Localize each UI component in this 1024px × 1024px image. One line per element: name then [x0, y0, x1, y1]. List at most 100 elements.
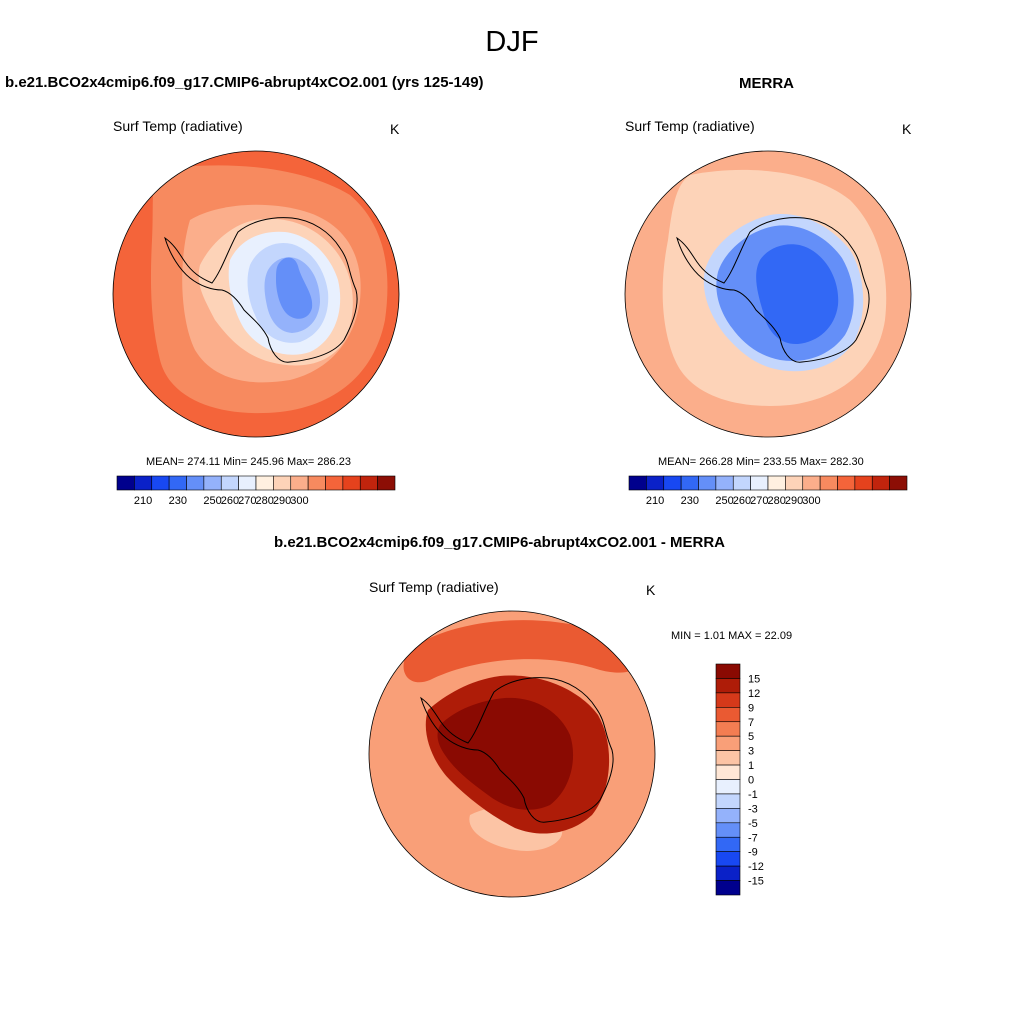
colorbar-swatch	[715, 707, 741, 723]
colorbar-swatch	[186, 475, 205, 491]
colorbar-swatch	[715, 851, 741, 867]
colorbar-swatch	[715, 880, 741, 896]
colorbar-tick-label: 250	[715, 495, 733, 507]
colorbar-tick-label: -12	[748, 861, 764, 873]
colorbar-swatch	[680, 475, 699, 491]
colorbar-swatch	[715, 475, 734, 491]
colorbar-swatch	[854, 475, 873, 491]
colorbar-swatch	[325, 475, 344, 491]
figure-title: DJF	[485, 26, 539, 58]
obs-stats: MEAN= 266.28 Min= 233.55 Max= 282.30	[658, 456, 864, 468]
obs-continent-cold2	[756, 244, 839, 345]
colorbar-tick-label: 260	[221, 495, 239, 507]
colorbar-tick-label: -15	[748, 876, 764, 888]
colorbar-swatch	[889, 475, 908, 491]
colorbar-swatch	[238, 475, 257, 491]
obs-variable-label: Surf Temp (radiative)	[625, 118, 755, 134]
diff-units-label: K	[646, 582, 656, 598]
colorbar-swatch	[134, 475, 153, 491]
colorbar-tick-label: 210	[134, 495, 152, 507]
colorbar-swatch	[732, 475, 751, 491]
colorbar-swatch	[663, 475, 682, 491]
colorbar-swatch	[168, 475, 187, 491]
diff-variable-label: Surf Temp (radiative)	[369, 579, 499, 595]
colorbar-tick-label: 0	[748, 775, 754, 787]
colorbar-swatch	[715, 764, 741, 780]
colorbar-tick-label: 290	[273, 495, 291, 507]
colorbar-swatch	[116, 475, 135, 491]
colorbar-swatch	[802, 475, 821, 491]
colorbar-swatch	[767, 475, 786, 491]
obs-units-label: K	[902, 121, 912, 137]
diff-antarctica-coastline	[420, 677, 614, 823]
model-variable-label: Surf Temp (radiative)	[113, 118, 243, 134]
colorbar-tick-label: -3	[748, 803, 758, 815]
colorbar-tick-label: 280	[256, 495, 274, 507]
colorbar-tick-label: 270	[238, 495, 256, 507]
model-continent-cold4	[276, 257, 313, 319]
obs-polar-map	[624, 150, 912, 438]
colorbar-tick-label: 300	[802, 495, 820, 507]
colorbar-swatch	[785, 475, 804, 491]
colorbar-swatch	[377, 475, 396, 491]
colorbar-tick-label: 1	[748, 760, 754, 772]
colorbar-swatch	[698, 475, 717, 491]
model-colorbar: 210 230 250 260 270 280 290 300	[116, 475, 396, 507]
colorbar-swatch	[151, 475, 170, 491]
colorbar-swatch	[646, 475, 665, 491]
colorbar-tick-label: 15	[748, 673, 760, 685]
colorbar-swatch	[715, 865, 741, 881]
colorbar-tick-label: 260	[733, 495, 751, 507]
colorbar-swatch	[359, 475, 378, 491]
colorbar-swatch	[819, 475, 838, 491]
model-polar-map	[112, 150, 400, 438]
colorbar-tick-label: 7	[748, 717, 754, 729]
colorbar-tick-label: 300	[290, 495, 308, 507]
colorbar-swatch	[715, 808, 741, 824]
diff-ocean-warm-arc	[403, 620, 638, 683]
obs-colorbar: 210 230 250 260 270 280 290 300	[628, 475, 908, 507]
model-panel-title: b.e21.BCO2x4cmip6.f09_g17.CMIP6-abrupt4x…	[5, 74, 484, 91]
colorbar-tick-label: 9	[748, 702, 754, 714]
colorbar-tick-label: -9	[748, 847, 758, 859]
obs-panel-title: MERRA	[739, 75, 794, 92]
colorbar-tick-label: -5	[748, 818, 758, 830]
model-antarctica-coastline	[164, 217, 358, 363]
model-stats: MEAN= 274.11 Min= 245.96 Max= 286.23	[146, 456, 351, 468]
colorbar-swatch	[255, 475, 274, 491]
colorbar-swatch	[715, 692, 741, 708]
colorbar-tick-label: 3	[748, 746, 754, 758]
colorbar-tick-label: 250	[203, 495, 221, 507]
diff-polar-map	[368, 610, 656, 898]
diff-map-border	[368, 610, 656, 898]
model-map-border	[112, 150, 400, 438]
colorbar-tick-label: 12	[748, 688, 760, 700]
obs-antarctica-coastline	[676, 217, 870, 363]
colorbar-tick-label: -1	[748, 789, 758, 801]
colorbar-swatch	[628, 475, 647, 491]
colorbar-swatch	[715, 822, 741, 838]
colorbar-swatch	[203, 475, 222, 491]
colorbar-swatch	[715, 836, 741, 852]
colorbar-swatch	[715, 779, 741, 795]
colorbar-swatch	[273, 475, 292, 491]
diff-panel-title: b.e21.BCO2x4cmip6.f09_g17.CMIP6-abrupt4x…	[274, 534, 725, 551]
colorbar-tick-label: 230	[169, 495, 187, 507]
colorbar-tick-label: 5	[748, 731, 754, 743]
colorbar-tick-label: -7	[748, 832, 758, 844]
colorbar-swatch	[715, 721, 741, 737]
diff-stats: MIN = 1.01 MAX = 22.09	[671, 630, 793, 642]
colorbar-swatch	[837, 475, 856, 491]
colorbar-swatch	[715, 735, 741, 751]
colorbar-tick-label: 270	[750, 495, 768, 507]
colorbar-tick-label: 210	[646, 495, 664, 507]
colorbar-swatch	[750, 475, 769, 491]
colorbar-swatch	[307, 475, 326, 491]
colorbar-swatch	[715, 663, 741, 679]
colorbar-swatch	[342, 475, 361, 491]
colorbar-tick-label: 280	[768, 495, 786, 507]
diff-continent-warm2	[437, 697, 574, 810]
colorbar-tick-label: 290	[785, 495, 803, 507]
colorbar-swatch	[220, 475, 239, 491]
